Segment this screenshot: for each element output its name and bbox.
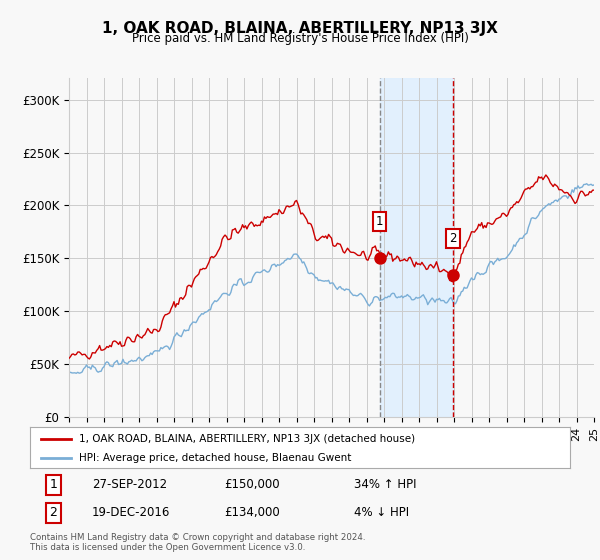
Text: Price paid vs. HM Land Registry's House Price Index (HPI): Price paid vs. HM Land Registry's House … xyxy=(131,32,469,45)
Text: 2: 2 xyxy=(49,506,57,519)
Text: Contains HM Land Registry data © Crown copyright and database right 2024.: Contains HM Land Registry data © Crown c… xyxy=(30,533,365,542)
Text: 2: 2 xyxy=(449,232,457,245)
Text: £134,000: £134,000 xyxy=(224,506,280,519)
Text: 27-SEP-2012: 27-SEP-2012 xyxy=(92,478,167,492)
Text: 19-DEC-2016: 19-DEC-2016 xyxy=(92,506,170,519)
Text: 1: 1 xyxy=(376,215,383,228)
Text: 1, OAK ROAD, BLAINA, ABERTILLERY, NP13 3JX: 1, OAK ROAD, BLAINA, ABERTILLERY, NP13 3… xyxy=(102,21,498,36)
Text: HPI: Average price, detached house, Blaenau Gwent: HPI: Average price, detached house, Blae… xyxy=(79,452,351,463)
Bar xyxy=(380,78,453,417)
Text: £150,000: £150,000 xyxy=(224,478,280,492)
Text: This data is licensed under the Open Government Licence v3.0.: This data is licensed under the Open Gov… xyxy=(30,543,305,552)
Text: 1, OAK ROAD, BLAINA, ABERTILLERY, NP13 3JX (detached house): 1, OAK ROAD, BLAINA, ABERTILLERY, NP13 3… xyxy=(79,433,415,444)
Text: 1: 1 xyxy=(49,478,57,492)
Text: 4% ↓ HPI: 4% ↓ HPI xyxy=(354,506,409,519)
Text: 34% ↑ HPI: 34% ↑ HPI xyxy=(354,478,416,492)
